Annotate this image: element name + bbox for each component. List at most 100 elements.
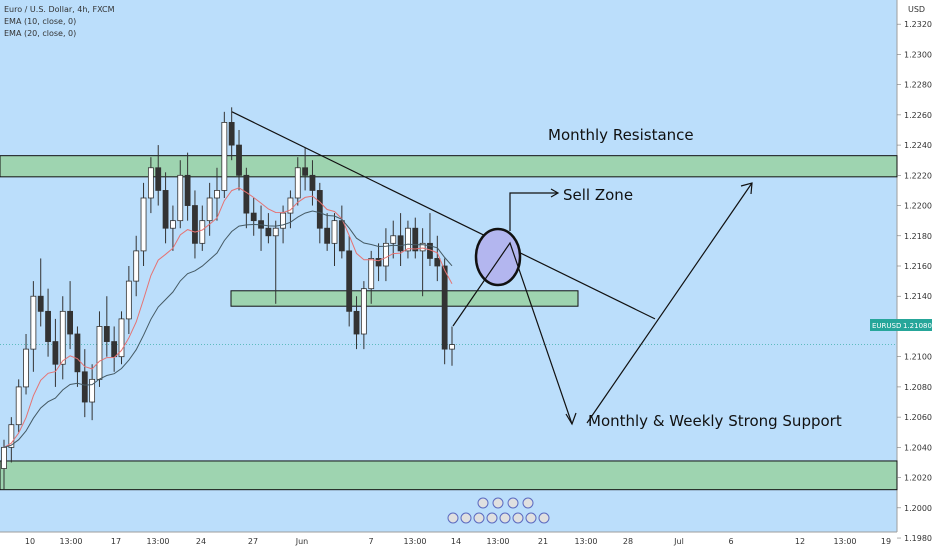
price-tick-label: 1.22800 [904,81,932,90]
monthly-resistance-label: Monthly Resistance [548,126,694,144]
price-tick-label: 1.20600 [904,413,932,422]
candle-body [214,190,220,199]
candle-body [287,197,294,214]
candle-body [52,341,59,365]
price-tick-label: 1.23200 [904,20,932,29]
candle-body [206,197,213,222]
candle-body [280,212,286,229]
legend-symbol: Euro / U.S. Dollar, 4h, FXCM [4,5,115,14]
event-marker-icon [477,497,489,509]
candle-body [272,227,279,237]
support-label: Monthly & Weekly Strong Support [588,412,842,430]
candle-body [1,446,7,469]
time-tick-label: 24 [196,537,206,546]
candle-body [324,227,331,244]
candle-body [397,235,404,252]
candle-body [434,258,441,267]
candle-body [67,310,73,335]
time-tick-label: 13:00 [833,537,856,546]
candle-body [118,318,125,358]
price-tick-label: 1.21800 [904,232,932,241]
price-tick-label: 1.20000 [904,504,932,513]
downtrend-line [231,111,656,320]
price-axis: 1.23200 1.23000 1.22800 1.22600 1.22400 1.222… [897,20,932,543]
currency-label: USD [908,5,925,14]
legend-ema10: EMA (10, close, 0) [4,17,76,26]
middle-zone [230,290,579,307]
time-tick-label: 27 [248,537,258,546]
candle-body [243,174,250,214]
support-zone [0,460,898,491]
candle-body [125,280,132,320]
price-tick-label: 1.20400 [904,443,932,452]
price-tick-label: 1.22000 [904,202,932,211]
legend-ema20: EMA (20, close, 0) [4,29,76,38]
price-tick-label: 1.20200 [904,474,932,483]
candle-body [302,167,309,176]
sell-zone-pointer [509,192,557,231]
plot-background [0,0,897,532]
candle-body [192,205,198,244]
down-arrow-head [565,412,577,426]
time-tick-label: 7 [368,537,373,546]
drawings-layer [231,111,753,426]
time-tick-label: Jul [673,537,684,546]
candle-body [30,295,37,350]
candle-body [331,220,338,244]
time-tick-label: 6 [728,537,733,546]
time-tick-label: 28 [623,537,633,546]
event-marker-icon [522,497,534,509]
ema20-line [3,210,453,448]
candle-body [23,348,29,388]
candle-body [162,190,169,229]
candle-body [383,242,389,267]
projection-path [452,241,573,425]
candle-body [353,310,360,335]
time-tick-label: 10 [25,537,35,546]
time-tick-label: 21 [538,537,548,546]
candle-body [309,174,316,191]
candle-body [133,250,140,282]
price-tag-symbol: EURUSD [872,322,901,330]
up-arrow-head [740,182,753,195]
candle-body [111,341,118,358]
price-tag-bg [870,319,932,331]
price-tick-label: 1.20800 [904,383,932,392]
price-tick-label: 1.23000 [904,50,932,59]
monthly-resistance-zone [0,155,898,178]
time-tick-label: 13:00 [486,537,509,546]
time-tick-label: Jun [295,537,309,546]
candle-body [221,122,228,191]
time-tick-label: 12 [795,537,805,546]
candle-body [74,333,81,373]
sell-zone-pointer-head [550,188,560,198]
time-tick-label: 17 [111,537,121,546]
economic-events [447,497,550,524]
candle-body [419,242,426,252]
candle-body [294,167,301,199]
candle-body [228,122,235,146]
price-tick-label: 1.22200 [904,171,932,180]
time-tick-label: 13:00 [146,537,169,546]
candle-body [368,258,375,290]
up-arrow-line [586,182,753,424]
ema10-line [3,187,453,448]
event-marker-icon [538,512,550,524]
candle-body [81,371,88,403]
candle-body [236,144,242,176]
time-tick-label: 19 [881,537,891,546]
candle-body [96,326,103,380]
time-tick-label: 13:00 [574,537,597,546]
event-marker-icon [460,512,472,524]
event-marker-icon [507,497,519,509]
candle-body [177,174,184,222]
candle-body [360,288,367,335]
event-marker-icon [447,512,459,524]
event-marker-icon [499,512,511,524]
event-marker-icon [473,512,485,524]
candle-body [8,424,15,448]
candle-body [449,344,455,350]
candle-body [405,227,411,252]
time-tick-label: 14 [451,537,461,546]
candle-body [15,386,22,426]
